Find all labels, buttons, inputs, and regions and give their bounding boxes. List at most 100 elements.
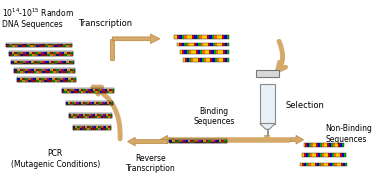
Bar — [335, 143, 336, 147]
Bar — [302, 163, 304, 166]
Bar — [56, 54, 59, 56]
Bar — [48, 71, 50, 73]
Bar — [221, 58, 223, 62]
Bar — [9, 45, 12, 47]
Bar — [219, 58, 221, 62]
Bar — [103, 126, 104, 128]
Bar — [23, 69, 25, 71]
Bar — [73, 128, 75, 130]
Bar — [74, 102, 76, 104]
Bar — [9, 44, 12, 45]
Bar — [338, 143, 340, 147]
Bar — [225, 50, 227, 54]
Bar — [40, 63, 43, 64]
Bar — [60, 44, 63, 45]
Bar — [12, 45, 15, 47]
Bar — [304, 143, 305, 147]
Bar — [109, 102, 111, 104]
Bar — [220, 43, 222, 46]
Bar — [172, 142, 175, 143]
Bar — [104, 128, 106, 130]
Bar — [223, 50, 225, 54]
Bar — [47, 54, 50, 56]
Bar — [106, 128, 108, 130]
Bar — [83, 102, 85, 104]
Bar — [208, 142, 211, 143]
Bar — [62, 52, 65, 54]
Bar — [169, 142, 226, 143]
Bar — [321, 163, 324, 166]
Bar — [66, 102, 113, 104]
Bar — [100, 89, 102, 91]
Bar — [32, 52, 35, 54]
Bar — [100, 102, 102, 104]
Bar — [102, 91, 105, 93]
Bar — [20, 80, 23, 82]
Bar — [102, 102, 105, 104]
Bar — [95, 89, 98, 91]
Bar — [112, 91, 114, 93]
Bar — [182, 43, 184, 46]
Bar — [343, 163, 345, 166]
Bar — [64, 89, 67, 91]
Bar — [35, 52, 38, 54]
Bar — [197, 35, 199, 39]
Bar — [169, 140, 172, 142]
Bar — [63, 78, 65, 80]
Bar — [211, 50, 214, 54]
Bar — [203, 43, 206, 46]
Bar — [60, 63, 63, 64]
Bar — [73, 128, 112, 130]
Bar — [46, 78, 49, 80]
Bar — [65, 78, 68, 80]
Bar — [191, 50, 194, 54]
Bar — [14, 69, 17, 71]
Bar — [74, 104, 76, 105]
Bar — [177, 43, 180, 46]
Bar — [106, 126, 108, 128]
Bar — [44, 52, 47, 54]
Bar — [313, 163, 315, 166]
Bar — [41, 78, 44, 80]
Bar — [66, 44, 69, 45]
Bar — [25, 80, 28, 82]
Bar — [17, 80, 76, 82]
Bar — [193, 142, 195, 143]
Bar — [25, 69, 28, 71]
Bar — [70, 116, 71, 118]
Bar — [314, 153, 316, 157]
Bar — [304, 153, 306, 157]
Bar — [12, 44, 15, 45]
Bar — [74, 91, 76, 93]
Bar — [70, 114, 71, 116]
Bar — [76, 91, 79, 93]
Bar — [82, 128, 84, 130]
Bar — [41, 80, 44, 82]
Bar — [93, 116, 95, 118]
Bar — [73, 71, 75, 73]
Bar — [25, 78, 28, 80]
Bar — [194, 43, 196, 46]
Bar — [328, 163, 330, 166]
Bar — [185, 58, 187, 62]
Bar — [6, 44, 72, 45]
Bar — [86, 89, 88, 91]
Bar — [18, 45, 21, 47]
FancyArrowPatch shape — [277, 41, 285, 71]
Bar — [98, 104, 100, 105]
Bar — [28, 80, 31, 82]
Bar — [180, 140, 183, 142]
Bar — [70, 113, 112, 118]
Bar — [105, 104, 107, 105]
Bar — [207, 35, 209, 39]
Bar — [199, 35, 202, 39]
Bar — [56, 52, 59, 54]
Bar — [72, 104, 74, 105]
Bar — [182, 50, 184, 54]
Bar — [54, 45, 57, 47]
Bar — [94, 128, 96, 130]
Bar — [329, 143, 331, 147]
Bar — [23, 78, 25, 80]
Text: Selection: Selection — [285, 101, 324, 110]
Bar — [85, 128, 87, 130]
